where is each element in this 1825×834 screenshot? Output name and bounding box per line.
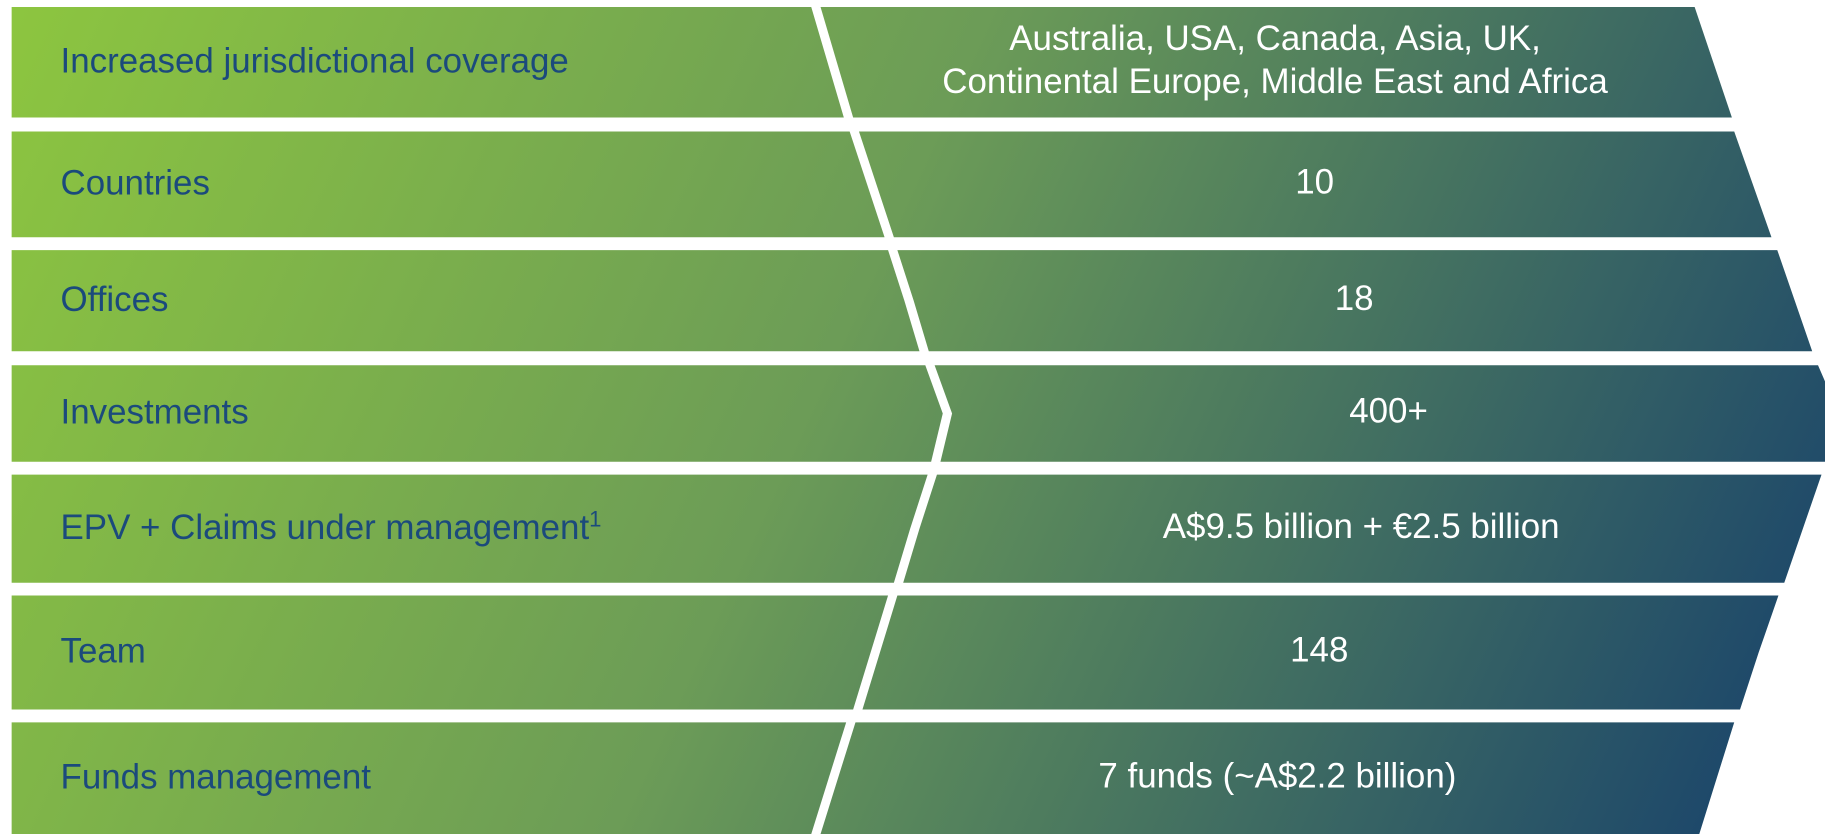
row-label-cell: [11, 722, 847, 834]
footnote-marker: 1: [589, 506, 601, 531]
row-value-cell: [903, 474, 1822, 583]
row-label-cell: [11, 6, 844, 118]
row-label-cell: [11, 365, 943, 462]
row-value-cell: [858, 131, 1772, 238]
row-value-cell: [897, 250, 1813, 352]
row-label: Countries: [61, 164, 210, 203]
row-label-text: Team: [61, 632, 146, 671]
row-label-text: Funds management: [61, 758, 372, 797]
row-label: EPV + Claims under management1: [61, 506, 602, 547]
row-label: Increased jurisdictional coverage: [61, 42, 569, 81]
row-value-cell: [934, 365, 1825, 462]
row-label-text: Offices: [61, 280, 169, 319]
row-label-text: Increased jurisdictional coverage: [61, 42, 569, 81]
row-value: 10: [1295, 163, 1334, 202]
row-label: Offices: [61, 280, 169, 319]
row-label: Funds management: [61, 758, 372, 797]
row-label-text: Investments: [61, 393, 249, 432]
row-label: Team: [61, 632, 146, 671]
row-value: 18: [1335, 279, 1374, 318]
row-value-cell: [862, 595, 1779, 710]
row-label-text: EPV + Claims under management: [61, 508, 590, 547]
row-value-cell: [820, 722, 1735, 834]
row-label-text: Countries: [61, 164, 210, 203]
row-label-cell: [11, 131, 885, 238]
row-value: A$9.5 billion + €2.5 billion: [1163, 507, 1560, 546]
row-label: Investments: [61, 393, 249, 432]
row-value-cell: [820, 6, 1732, 118]
row-value: Australia, USA, Canada, Asia, UK,: [1009, 19, 1541, 58]
row-value: 400+: [1349, 392, 1428, 431]
row-label-cell: [11, 474, 928, 583]
row-label-cell: [11, 595, 889, 710]
row-value: Continental Europe, Middle East and Afri…: [942, 62, 1608, 101]
row-value: 148: [1290, 631, 1348, 670]
row-value: 7 funds (~A$2.2 billion): [1098, 756, 1456, 795]
row-label-cell: [11, 250, 920, 352]
